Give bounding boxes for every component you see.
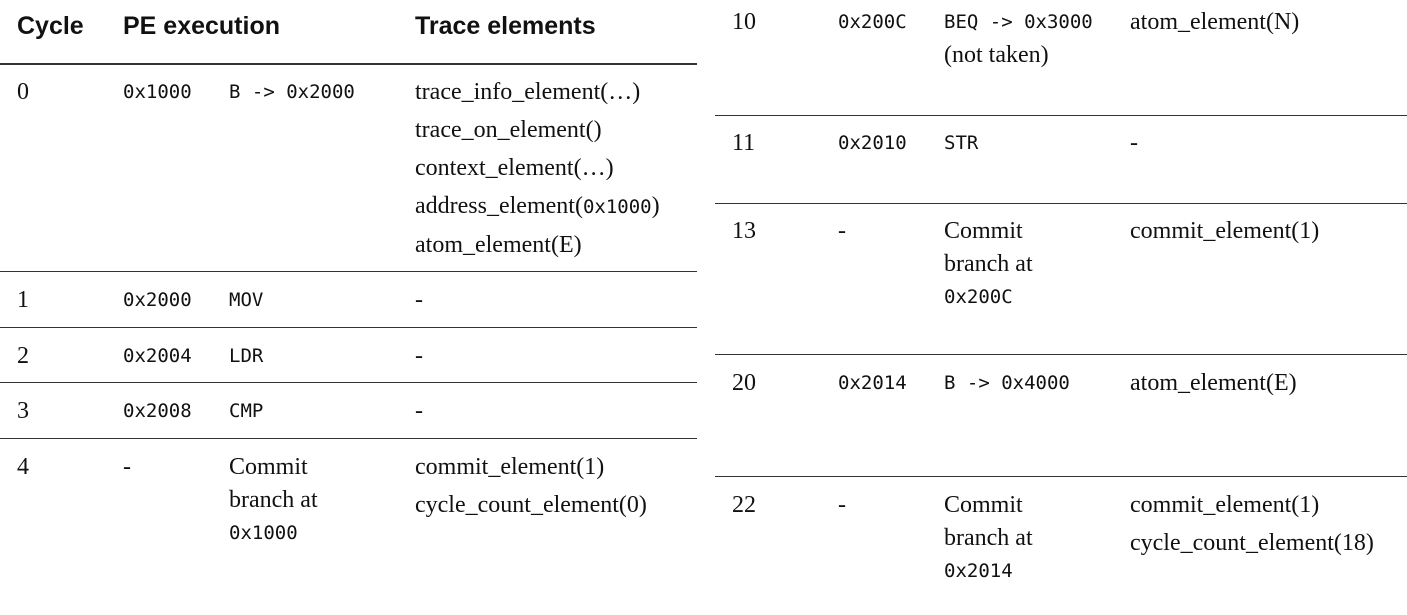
instruction-text: Commit — [944, 492, 1023, 518]
trace-table-right: 10 0x200C BEQ -> 0x3000 (not taken) atom… — [715, 0, 1407, 615]
address-cell: 0x2008 — [123, 400, 192, 422]
instruction-cell: B -> 0x4000 — [944, 372, 1070, 394]
address-cell: - — [838, 218, 846, 244]
trace-table-left: Cycle PE execution Trace elements 0 0x10… — [0, 0, 697, 609]
instruction-text: branch at — [944, 525, 1033, 551]
instruction-address: 0x200C — [944, 286, 1013, 308]
instruction-text: branch at — [229, 487, 318, 513]
header-cycle: Cycle — [17, 12, 84, 40]
instruction-cell: Commit branch at 0x2014 — [944, 489, 1033, 588]
trace-cell: - — [1130, 130, 1138, 156]
trace-cell: - — [415, 398, 423, 424]
instruction-cell: Commit branch at 0x200C — [944, 215, 1033, 314]
instruction-text: BEQ -> 0x3000 — [944, 11, 1093, 33]
instruction-address: 0x1000 — [229, 522, 298, 544]
trace-cell: atom_element(N) — [1130, 9, 1300, 35]
table-row: 22 - Commit branch at 0x2014 commit_elem… — [715, 477, 1407, 615]
trace-element: commit_element(1) — [415, 454, 605, 480]
trace-text: ) — [651, 193, 660, 219]
trace-cell: commit_element(1) cycle_count_element(0) — [415, 448, 647, 524]
instruction-cell: BEQ -> 0x3000 (not taken) — [944, 6, 1093, 72]
trace-element: atom_element(E) — [415, 232, 582, 258]
trace-element: cycle_count_element(18) — [1130, 530, 1374, 556]
address-cell: 0x2014 — [838, 372, 907, 394]
instruction-text: branch at — [944, 251, 1033, 277]
cycle-cell: 4 — [17, 454, 29, 480]
instruction-text: Commit — [229, 454, 308, 480]
cycle-cell: 3 — [17, 398, 29, 424]
trace-text: address_element( — [415, 193, 583, 219]
table-row: 2 0x2004 LDR - — [0, 328, 697, 383]
table-row: 20 0x2014 B -> 0x4000 atom_element(E) — [715, 355, 1407, 477]
instruction-cell: MOV — [229, 289, 264, 311]
cycle-cell: 20 — [732, 370, 756, 396]
trace-address: 0x1000 — [582, 196, 652, 218]
address-cell: 0x2004 — [123, 345, 192, 367]
table-header: Cycle PE execution Trace elements — [0, 0, 697, 65]
table-row: 1 0x2000 MOV - — [0, 272, 697, 328]
instruction-cell: B -> 0x2000 — [229, 81, 355, 103]
address-cell: 0x200C — [838, 11, 907, 33]
instruction-cell: LDR — [229, 345, 264, 367]
cycle-cell: 1 — [17, 287, 29, 313]
cycle-cell: 11 — [732, 130, 756, 156]
table-row: 11 0x2010 STR - — [715, 116, 1407, 204]
instruction-cell: STR — [944, 132, 979, 154]
cycle-cell: 13 — [732, 218, 756, 244]
cycle-cell: 22 — [732, 492, 756, 518]
instruction-cell: Commit branch at 0x1000 — [229, 451, 318, 550]
trace-element: trace_on_element() — [415, 117, 602, 143]
cycle-cell: 2 — [17, 343, 29, 369]
instruction-text: Commit — [944, 218, 1023, 244]
address-cell: 0x2010 — [838, 132, 907, 154]
table-row: 0 0x1000 B -> 0x2000 trace_info_element(… — [0, 65, 697, 272]
trace-cell: - — [415, 343, 423, 369]
address-cell: 0x2000 — [123, 289, 192, 311]
cycle-cell: 0 — [17, 79, 29, 105]
trace-element: commit_element(1) — [1130, 492, 1320, 518]
header-pe-execution: PE execution — [123, 12, 280, 40]
table-row: 10 0x200C BEQ -> 0x3000 (not taken) atom… — [715, 0, 1407, 116]
trace-cell: atom_element(E) — [1130, 370, 1297, 396]
instruction-cell: CMP — [229, 400, 264, 422]
table-row: 3 0x2008 CMP - — [0, 383, 697, 439]
trace-cell: - — [415, 287, 423, 313]
address-cell: 0x1000 — [123, 81, 192, 103]
trace-element: address_element(0x1000) — [415, 187, 660, 226]
trace-cell: commit_element(1) cycle_count_element(18… — [1130, 486, 1374, 562]
trace-element: context_element(…) — [415, 155, 614, 181]
cycle-cell: 10 — [732, 9, 756, 35]
address-cell: - — [123, 454, 131, 480]
trace-element: cycle_count_element(0) — [415, 492, 647, 518]
header-trace-elements: Trace elements — [415, 12, 596, 40]
table-row: 13 - Commit branch at 0x200C commit_elem… — [715, 204, 1407, 355]
trace-cell: commit_element(1) — [1130, 218, 1320, 244]
trace-cell: trace_info_element(…) trace_on_element()… — [415, 73, 660, 264]
instruction-address: 0x2014 — [944, 560, 1013, 582]
instruction-note: (not taken) — [944, 42, 1049, 68]
trace-element: trace_info_element(…) — [415, 79, 641, 105]
address-cell: - — [838, 492, 846, 518]
table-row: 4 - Commit branch at 0x1000 commit_eleme… — [0, 439, 697, 609]
